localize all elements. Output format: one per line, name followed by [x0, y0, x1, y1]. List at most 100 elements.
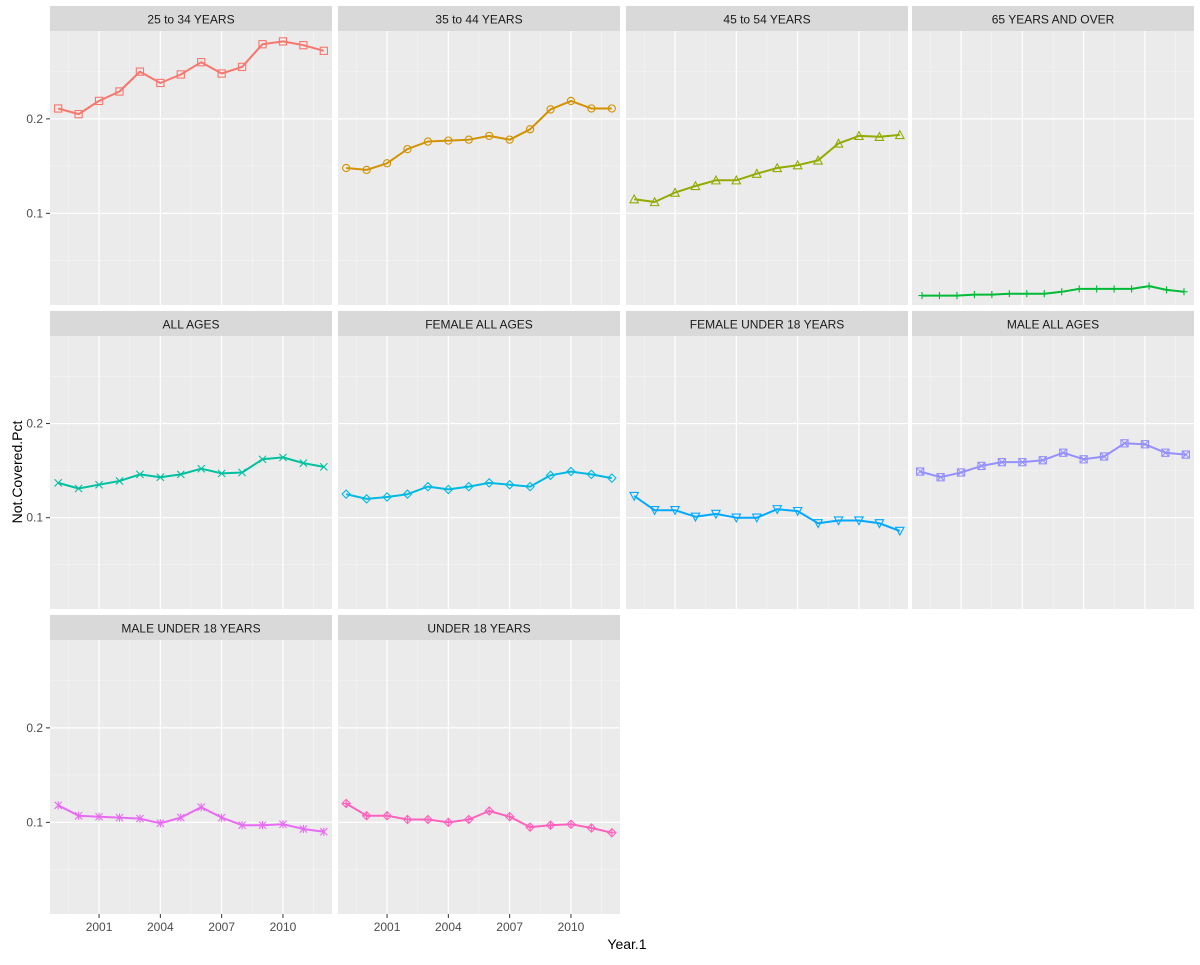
gridlines [912, 31, 1194, 305]
data-point [504, 811, 515, 822]
data-point [156, 78, 165, 88]
data-point [197, 58, 206, 67]
data-point [772, 162, 783, 173]
data-point [463, 481, 474, 492]
data-point [566, 466, 576, 477]
data-point [970, 291, 978, 299]
data-point [176, 470, 185, 479]
data-point [1110, 285, 1118, 293]
data-point [772, 505, 783, 515]
data-point [629, 193, 640, 204]
data-point [1161, 448, 1170, 457]
facet-panel: FEMALE UNDER 18 YEARS [626, 311, 908, 609]
data-point [546, 105, 555, 114]
data-point [238, 468, 247, 477]
data-point [74, 811, 83, 820]
facet-title: 65 YEARS AND OVER [992, 13, 1115, 27]
data-point [936, 473, 945, 482]
gridlines [626, 336, 908, 609]
facet-strip [338, 6, 620, 31]
facets-layer: 25 to 34 YEARS 35 to 44 YEARS 45 to 54 YEA… [50, 6, 1194, 914]
data-point [874, 131, 885, 141]
y-tick-label: 0.2 [26, 721, 43, 735]
data-point [669, 506, 681, 516]
data-point [463, 814, 474, 825]
data-point [566, 819, 576, 830]
data-point [1005, 290, 1013, 298]
y-axis-title: Not.Covered.Pct [9, 421, 25, 524]
data-point [258, 821, 267, 830]
x-tick-label: 2007 [208, 920, 235, 934]
data-point [402, 814, 413, 825]
data-point [935, 291, 944, 300]
x-axis-title: Year.1 [607, 936, 646, 952]
series-line [633, 495, 901, 532]
data-point [485, 131, 494, 141]
data-point [1079, 455, 1088, 464]
data-point [525, 822, 535, 832]
data-point [1120, 439, 1129, 448]
data-point [997, 457, 1007, 467]
data-point [217, 813, 226, 822]
data-point [403, 144, 412, 154]
data-point [953, 291, 961, 300]
data-point [1093, 285, 1101, 293]
x-tick-label: 2001 [86, 920, 113, 934]
data-point [197, 464, 206, 473]
data-point [505, 135, 514, 144]
data-point [525, 481, 535, 492]
facet-strip [50, 6, 332, 31]
data-point [956, 468, 966, 477]
data-point [1075, 285, 1083, 293]
data-point [710, 509, 722, 520]
data-point [115, 813, 124, 822]
data-point [217, 69, 226, 78]
gridlines [338, 336, 620, 609]
x-tick-label: 2007 [496, 920, 523, 934]
data-point [606, 473, 617, 484]
data-point [731, 513, 742, 524]
data-point [792, 159, 803, 170]
data-point [361, 493, 372, 504]
data-point [874, 519, 885, 529]
y-tick-label: 0.1 [26, 815, 43, 829]
data-point [988, 291, 996, 299]
data-point [278, 453, 287, 462]
data-point [731, 174, 742, 185]
data-point [1038, 456, 1047, 465]
gridlines [50, 336, 332, 609]
facet-title: ALL AGES [163, 318, 220, 332]
facet-title: FEMALE ALL AGES [425, 318, 533, 332]
data-point [1040, 290, 1048, 298]
axes-layer: Year.1 Not.Covered.Pct 0.1 0.2 0.1 0.2 0.1 0.… [9, 112, 647, 952]
data-point [299, 41, 308, 50]
data-point [1181, 450, 1190, 459]
data-point [54, 104, 63, 113]
data-point [853, 130, 865, 141]
facet-panel: 45 to 54 YEARS [626, 6, 908, 305]
facet-strip [50, 311, 332, 336]
data-point [319, 462, 328, 471]
data-point [341, 489, 352, 500]
facet-panel: 25 to 34 YEARS [50, 6, 332, 305]
data-point [792, 506, 803, 517]
data-point [1099, 452, 1109, 461]
data-point [382, 492, 392, 502]
gridlines [338, 640, 620, 914]
x-tick-label: 2010 [270, 920, 297, 934]
data-point [1128, 285, 1136, 293]
gridlines [626, 31, 908, 305]
facet-title: 45 to 54 YEARS [723, 13, 810, 27]
data-point [156, 473, 165, 482]
data-point [115, 87, 124, 96]
data-point [341, 798, 352, 809]
data-point [423, 137, 433, 146]
data-point [74, 484, 83, 493]
data-point [299, 459, 308, 468]
data-point [176, 813, 185, 822]
series-line [922, 285, 1185, 297]
data-point [443, 484, 454, 495]
data-point [135, 470, 144, 479]
data-point [545, 470, 556, 481]
